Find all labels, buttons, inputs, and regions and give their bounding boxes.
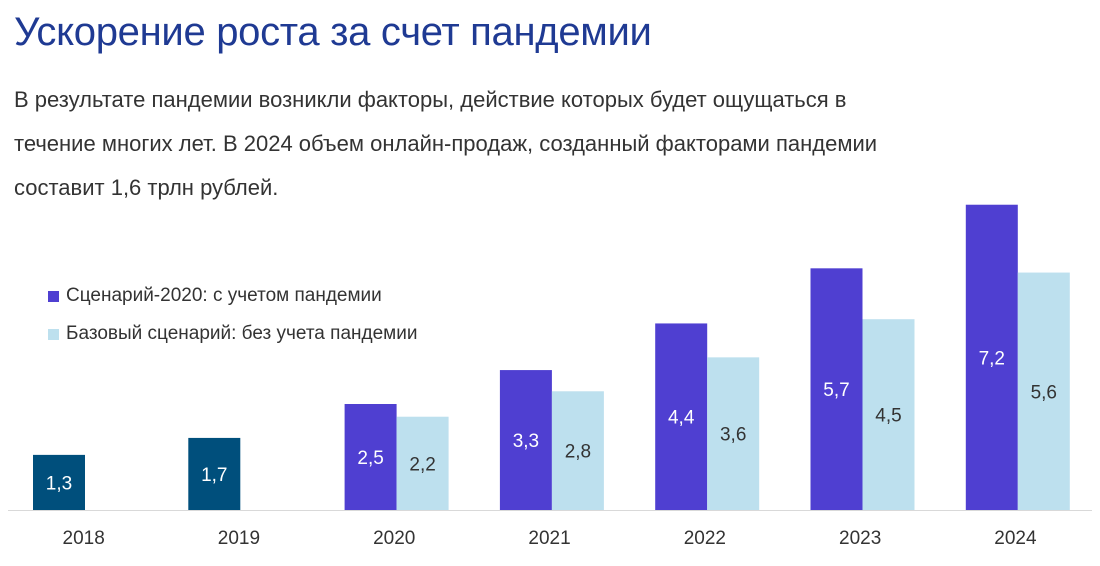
bar	[862, 319, 915, 510]
data-label: 2,5	[357, 448, 383, 469]
x-tick-label: 2019	[218, 528, 260, 549]
subtitle-line: В результате пандемии возникли факторы, …	[14, 87, 847, 112]
legend-label-base: Базовый сценарий: без учета пандемии	[66, 323, 418, 344]
bar	[655, 323, 708, 510]
bar	[33, 454, 85, 510]
subtitle-line: течение многих лет. В 2024 объем онлайн-…	[14, 131, 878, 156]
bar	[344, 404, 397, 510]
data-label: 4,5	[875, 406, 901, 427]
data-label: 7,2	[979, 348, 1005, 369]
data-label: 5,6	[1031, 382, 1057, 403]
x-tick-label: 2018	[63, 528, 105, 549]
bar	[1017, 272, 1070, 510]
data-label: 2,8	[565, 442, 591, 463]
data-label: 3,3	[513, 431, 539, 452]
data-label: 1,7	[201, 465, 227, 486]
bar	[965, 204, 1018, 510]
legend-item-pandemic: Сценарий-2020: с учетом пандемии	[48, 284, 417, 308]
x-tick-label: 2021	[528, 528, 570, 549]
x-tick-label: 2020	[373, 528, 415, 549]
bar	[810, 268, 863, 510]
data-label: 3,6	[720, 425, 746, 446]
subtitle-line: составит 1,6 трлн рублей.	[14, 175, 279, 200]
page-title: Ускорение роста за счет пандемии	[14, 10, 652, 54]
legend-swatch-pandemic	[48, 290, 59, 302]
legend-item-base: Базовый сценарий: без учета пандемии	[48, 322, 417, 346]
chart-legend: Сценарий-2020: с учетом пандемии Базовый…	[48, 284, 417, 360]
data-label: 1,3	[46, 473, 72, 494]
bar	[707, 357, 760, 510]
x-tick-label: 2024	[994, 528, 1037, 549]
bar	[499, 370, 552, 510]
data-label: 4,4	[668, 408, 695, 429]
bar	[396, 416, 449, 510]
data-label: 2,2	[409, 454, 435, 475]
bar	[551, 391, 604, 510]
x-tick-label: 2022	[684, 528, 726, 549]
x-tick-label: 2023	[839, 528, 881, 549]
legend-label-pandemic: Сценарий-2020: с учетом пандемии	[66, 285, 382, 306]
data-label: 5,7	[823, 380, 849, 401]
subtitle: В результате пандемии возникли факторы, …	[14, 78, 1014, 210]
bar	[188, 437, 241, 510]
legend-swatch-base	[48, 328, 59, 340]
